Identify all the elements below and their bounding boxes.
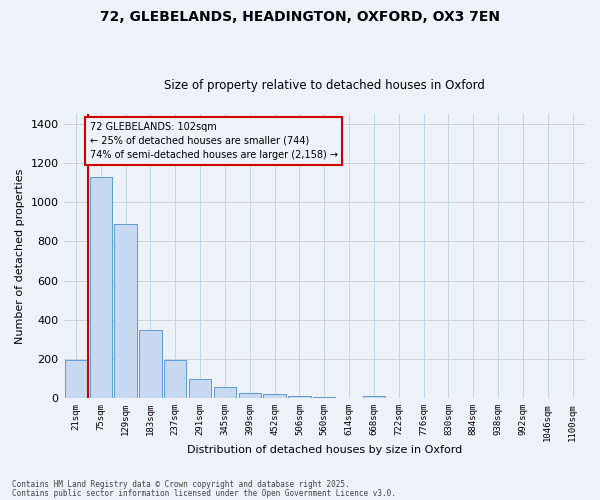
Bar xyxy=(288,396,311,398)
Bar xyxy=(89,177,112,398)
Text: Contains HM Land Registry data © Crown copyright and database right 2025.: Contains HM Land Registry data © Crown c… xyxy=(12,480,350,489)
Text: Contains public sector information licensed under the Open Government Licence v3: Contains public sector information licen… xyxy=(12,489,396,498)
Bar xyxy=(189,378,211,398)
Bar xyxy=(363,396,385,398)
Title: Size of property relative to detached houses in Oxford: Size of property relative to detached ho… xyxy=(164,79,485,92)
Bar xyxy=(263,394,286,398)
Bar xyxy=(139,330,161,398)
X-axis label: Distribution of detached houses by size in Oxford: Distribution of detached houses by size … xyxy=(187,445,462,455)
Bar xyxy=(115,224,137,398)
Bar xyxy=(239,394,261,398)
Bar xyxy=(65,360,87,399)
Text: 72 GLEBELANDS: 102sqm
← 25% of detached houses are smaller (744)
74% of semi-det: 72 GLEBELANDS: 102sqm ← 25% of detached … xyxy=(89,122,338,160)
Bar xyxy=(214,386,236,398)
Bar xyxy=(164,360,187,399)
Text: 72, GLEBELANDS, HEADINGTON, OXFORD, OX3 7EN: 72, GLEBELANDS, HEADINGTON, OXFORD, OX3 … xyxy=(100,10,500,24)
Y-axis label: Number of detached properties: Number of detached properties xyxy=(15,168,25,344)
